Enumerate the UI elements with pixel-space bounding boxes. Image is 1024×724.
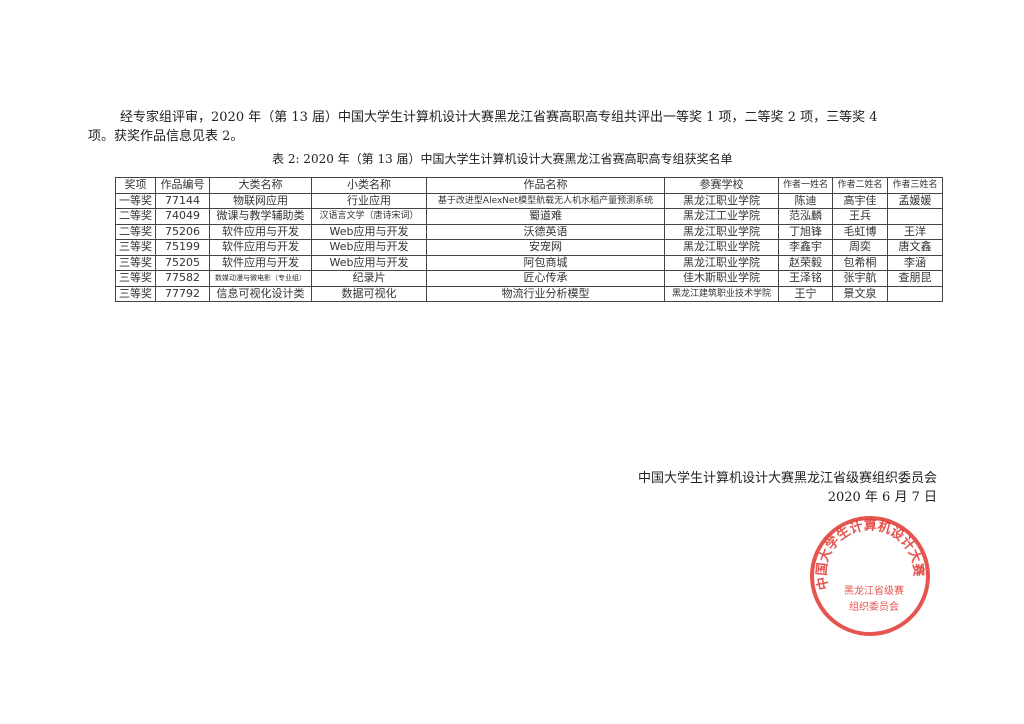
table-cell: 基于改进型AlexNet模型航载无人机水稻产量预测系统 <box>426 192 665 209</box>
column-header: 作品编号 <box>155 177 210 194</box>
table-cell: 77582 <box>155 270 210 287</box>
table-cell: 数媒动漫与微电影（专业组） <box>209 270 312 287</box>
table-cell: 物联网应用 <box>209 192 312 209</box>
table-cell: 纪录片 <box>311 270 427 287</box>
table-cell: 陈迪 <box>778 192 833 209</box>
table-header-row: 奖项 作品编号 大类名称 小类名称 作品名称 参赛学校 作者一姓名 作者二姓名 作者三姓名 <box>115 177 943 194</box>
table-cell: 蜀道难 <box>426 208 665 225</box>
signature-org: 中国大学生计算机设计大赛黑龙江省级赛组织委员会 <box>637 471 937 486</box>
column-header: 作者一姓名 <box>778 177 833 194</box>
table-cell: 周奕 <box>832 239 888 256</box>
table-cell: 王洋 <box>887 223 943 240</box>
awards-table: 奖项 作品编号 大类名称 小类名称 作品名称 参赛学校 作者一姓名 作者二姓名 作者三姓名 一等… <box>115 177 943 302</box>
column-header: 参赛学校 <box>664 177 779 194</box>
table-cell: 77792 <box>155 285 210 302</box>
table-cell: 一等奖 <box>115 192 156 209</box>
table-cell: 物流行业分析模型 <box>426 285 665 302</box>
column-header: 作品名称 <box>426 177 665 194</box>
table-cell: 黑龙江工业学院 <box>664 208 779 225</box>
table-cell: 信息可视化设计类 <box>209 285 312 302</box>
table-cell: 黑龙江建筑职业技术学院 <box>664 285 779 302</box>
table-cell: 三等奖 <box>115 270 156 287</box>
table-cell: 匠心传承 <box>426 270 665 287</box>
table-cell: 张宇航 <box>832 270 888 287</box>
table-cell: 沃德英语 <box>426 223 665 240</box>
table-cell: 74049 <box>155 208 210 225</box>
table-cell: 佳木斯职业学院 <box>664 270 779 287</box>
table-cell: 唐文鑫 <box>887 239 943 256</box>
table-row: 三等奖 77792 信息可视化设计类 数据可视化 物流行业分析模型 黑龙江建筑职业技术学院… <box>115 285 943 302</box>
table-row: 三等奖 75205 软件应用与开发 Web应用与开发 阿包商城 黑龙江职业学院 赵荣毅 包希桐… <box>115 254 943 271</box>
table-row: 二等奖 74049 微课与教学辅助类 汉语言文学（唐诗宋词） 蜀道难 黑龙江工业学院 范泓麟… <box>115 208 943 225</box>
table-cell <box>887 208 943 225</box>
table-cell: 三等奖 <box>115 254 156 271</box>
table-cell: 汉语言文学（唐诗宋词） <box>311 208 427 225</box>
signature-block: 中国大学生计算机设计大赛黑龙江省级赛组织委员会 2020 年 6 月 7 日 <box>638 469 937 507</box>
table-cell: 王宁 <box>778 285 833 302</box>
table-cell: Web应用与开发 <box>311 254 427 271</box>
table-cell: 王兵 <box>832 208 888 225</box>
intro-paragraph: 经专家组评审，2020 年（第 13 届）中国大学生计算机设计大赛黑龙江省赛高职… <box>120 110 878 125</box>
table-cell: 范泓麟 <box>778 208 833 225</box>
table-cell: 赵荣毅 <box>778 254 833 271</box>
table-cell: 丁旭锋 <box>778 223 833 240</box>
table-cell: 高宇佳 <box>832 192 888 209</box>
table-row: 二等奖 75206 软件应用与开发 Web应用与开发 沃德英语 黑龙江职业学院 丁旭锋 毛虹博… <box>115 223 943 240</box>
table-cell: 75206 <box>155 223 210 240</box>
table-cell: 二等奖 <box>115 208 156 225</box>
table-cell: 77144 <box>155 192 210 209</box>
table-cell: 黑龙江职业学院 <box>664 254 779 271</box>
seal-inner-text-2: 组织委员会 <box>849 600 899 613</box>
table-cell: 李鑫宇 <box>778 239 833 256</box>
intro-paragraph-cont: 项。获奖作品信息见表 2。 <box>88 129 244 144</box>
table-cell: 75199 <box>155 239 210 256</box>
table-cell: 李涵 <box>887 254 943 271</box>
table-cell: 数据可视化 <box>311 285 427 302</box>
table-cell: 查朋昆 <box>887 270 943 287</box>
table-cell: 75205 <box>155 254 210 271</box>
seal-inner-text-1: 黑龙江省级赛 <box>844 584 904 597</box>
table-cell: 软件应用与开发 <box>209 254 312 271</box>
official-seal: 中国大学生计算机设计大赛 黑龙江省级赛 组织委员会 <box>810 516 930 636</box>
table-cell: 三等奖 <box>115 285 156 302</box>
column-header: 作者二姓名 <box>832 177 888 194</box>
table-cell: 软件应用与开发 <box>209 223 312 240</box>
table-cell: 微课与教学辅助类 <box>209 208 312 225</box>
table-cell: 孟媛媛 <box>887 192 943 209</box>
table-cell: 行业应用 <box>311 192 427 209</box>
table-cell: 毛虹博 <box>832 223 888 240</box>
table-caption: 表 2: 2020 年（第 13 届）中国大学生计算机设计大赛黑龙江省赛高职高专… <box>272 152 733 166</box>
table-cell: 黑龙江职业学院 <box>664 223 779 240</box>
column-header: 大类名称 <box>209 177 312 194</box>
table-cell: 二等奖 <box>115 223 156 240</box>
table-cell: 王泽铭 <box>778 270 833 287</box>
table-cell: Web应用与开发 <box>311 223 427 240</box>
table-cell: Web应用与开发 <box>311 239 427 256</box>
table-cell: 安宠网 <box>426 239 665 256</box>
table-cell: 黑龙江职业学院 <box>664 239 779 256</box>
column-header: 小类名称 <box>311 177 427 194</box>
column-header: 作者三姓名 <box>887 177 943 194</box>
table-cell: 三等奖 <box>115 239 156 256</box>
table-cell: 景文泉 <box>832 285 888 302</box>
table-cell: 阿包商城 <box>426 254 665 271</box>
table-cell: 软件应用与开发 <box>209 239 312 256</box>
table-row: 三等奖 75199 软件应用与开发 Web应用与开发 安宠网 黑龙江职业学院 李鑫宇 周奕 唐文… <box>115 239 943 256</box>
table-cell: 包希桐 <box>832 254 888 271</box>
table-row: 一等奖 77144 物联网应用 行业应用 基于改进型AlexNet模型航载无人机水稻产量… <box>115 192 943 209</box>
table-cell <box>887 285 943 302</box>
seal-ring <box>810 516 930 636</box>
signature-date: 2020 年 6 月 7 日 <box>827 490 937 505</box>
seal-outer-text: 中国大学生计算机设计大赛 <box>814 518 927 592</box>
table-row: 三等奖 77582 数媒动漫与微电影（专业组） 纪录片 匠心传承 佳木斯职业学院 王泽铭 张宇… <box>115 270 943 287</box>
table-cell: 黑龙江职业学院 <box>664 192 779 209</box>
column-header: 奖项 <box>115 177 156 194</box>
